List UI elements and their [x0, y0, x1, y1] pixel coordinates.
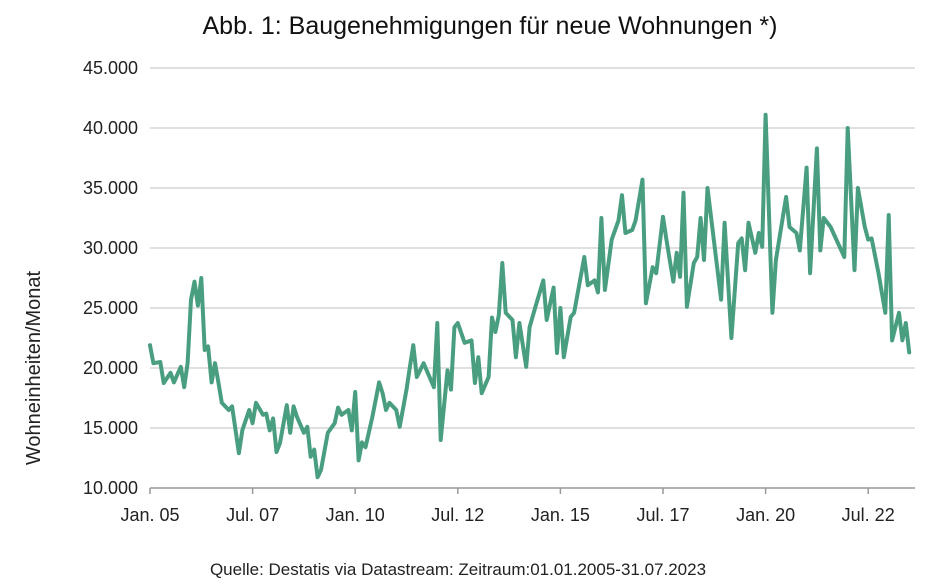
y-tick-label: 15.000 — [83, 418, 138, 438]
y-tick-label: 40.000 — [83, 118, 138, 138]
y-tick-label: 30.000 — [83, 238, 138, 258]
x-tick-label: Jul. 22 — [842, 505, 895, 525]
y-tick-label: 20.000 — [83, 358, 138, 378]
y-tick-label: 35.000 — [83, 178, 138, 198]
gridlines — [150, 67, 915, 489]
x-tick-label: Jul. 17 — [636, 505, 689, 525]
y-tick-label: 45.000 — [83, 58, 138, 78]
series-line — [148, 112, 912, 480]
x-tick-label: Jan. 15 — [531, 505, 590, 525]
x-tick-label: Jul. 07 — [226, 505, 279, 525]
x-tick-label: Jul. 12 — [431, 505, 484, 525]
y-axis-label: Wohneinheiten/Monat — [23, 270, 45, 465]
y-tick-label: 25.000 — [83, 298, 138, 318]
x-tick-label: Jan. 05 — [120, 505, 179, 525]
source-note: Quelle: Destatis via Datastream: Zeitrau… — [210, 560, 706, 579]
x-tick-label: Jan. 10 — [326, 505, 385, 525]
chart-title: Abb. 1: Baugenehmigungen für neue Wohnun… — [203, 12, 778, 40]
y-axis-ticks: 10.000 15.000 20.000 25.000 30.000 35.000 40.0… — [83, 58, 138, 498]
x-tick-label: Jan. 20 — [736, 505, 795, 525]
x-axis-ticks: Jan. 05 Jul. 07 Jan. 10 Jul. 12 Jan. 15 Jul. … — [120, 488, 895, 525]
y-tick-label: 10.000 — [83, 478, 138, 498]
